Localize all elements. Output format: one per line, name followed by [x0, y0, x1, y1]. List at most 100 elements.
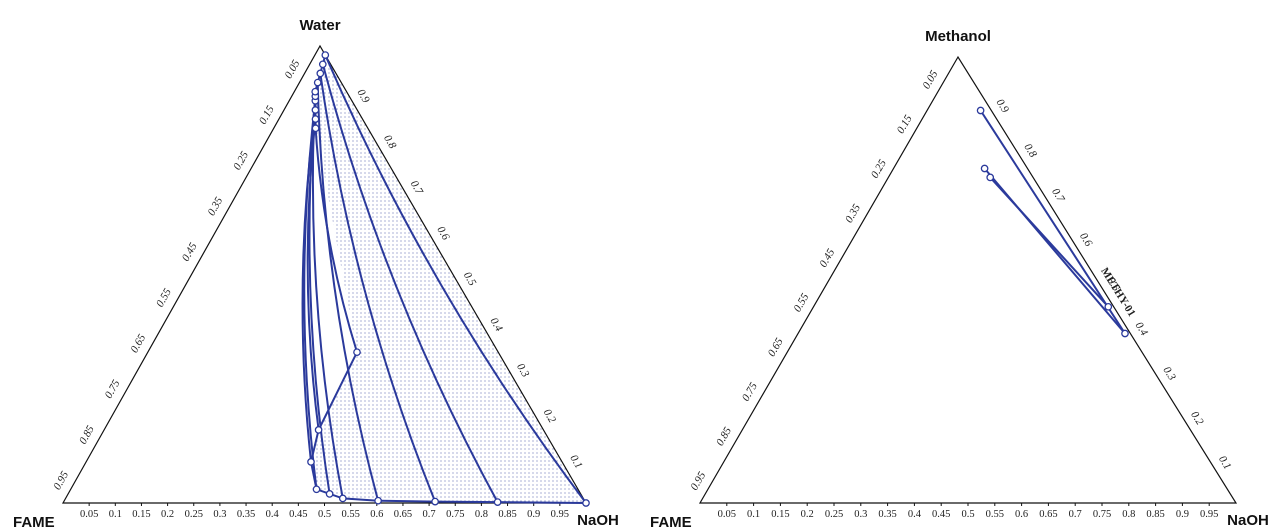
tie-line	[316, 82, 380, 501]
data-point	[321, 51, 330, 59]
data-point	[311, 87, 320, 96]
data-point	[1121, 329, 1129, 338]
left-tick-label: 0.05	[283, 58, 303, 81]
bottom-tick-label: 0.05	[80, 509, 98, 520]
data-point	[582, 499, 590, 507]
left-tick-label: 0.85	[714, 425, 734, 448]
data-point	[976, 106, 985, 115]
bottom-tick-label: 0.3	[213, 509, 226, 520]
bottom-tick-label: 0.3	[854, 509, 867, 520]
bottom-tick-label: 0.45	[289, 509, 307, 520]
right-tick-label: 0.9	[355, 87, 373, 105]
bottom-tick-label: 0.25	[825, 509, 843, 520]
vertex-label-top: Water	[299, 17, 340, 34]
two-phase-region	[311, 55, 586, 503]
right-tick-label: 0.9	[994, 97, 1012, 115]
left-tick-label: 0.45	[817, 246, 837, 269]
data-point	[318, 60, 327, 69]
bottom-tick-label: 0.7	[423, 509, 436, 520]
left-tick-label: 0.55	[791, 291, 811, 314]
tie-line	[303, 100, 318, 490]
bottom-tick-label: 0.95	[551, 509, 569, 520]
data-point	[493, 498, 502, 506]
bottom-tick-label: 0.1	[747, 509, 760, 520]
bottom-tick-label: 0.15	[132, 509, 150, 520]
left-tick-label: 0.75	[103, 378, 123, 401]
bottom-tick-label: 0.7	[1069, 509, 1082, 520]
left-tick-label: 0.15	[895, 113, 915, 136]
data-point	[980, 164, 989, 173]
left-tick-label: 0.65	[128, 332, 148, 355]
left-tick-label: 0.65	[766, 336, 786, 359]
bottom-tick-label: 0.4	[908, 509, 922, 520]
right-tick-label: 0.7	[408, 179, 426, 197]
bottom-tick-label: 0.2	[161, 509, 174, 520]
left-tick-label: 0.45	[180, 240, 200, 263]
right-tick-label: 0.8	[1021, 142, 1039, 160]
right-tick-label: 0.2	[541, 407, 559, 425]
right-tick-label: 0.4	[488, 316, 506, 334]
ternary-chart-methanol: 0.05 0.1 0.15 0.2 0.25 0.3 0.35 0.4 0.45 0.5 0.55 0…	[650, 28, 1269, 531]
data-point	[1104, 302, 1113, 311]
data-point	[311, 106, 320, 114]
bottom-tick-label: 0.95	[1200, 509, 1218, 520]
data-point	[325, 490, 334, 498]
bottom-tick-label: 0.4	[266, 509, 280, 520]
bottom-tick-label: 0.85	[1146, 509, 1164, 520]
bottom-tick-label: 0.1	[109, 509, 122, 520]
data-point	[311, 124, 320, 133]
bottom-tick-label: 0.8	[1122, 509, 1135, 520]
tie-line	[324, 54, 587, 504]
right-tick-label: 0.6	[434, 224, 452, 242]
data-point	[307, 458, 315, 466]
left-tick-label: 0.95	[51, 469, 71, 492]
bottom-tick-label: 0.35	[878, 509, 896, 520]
bottom-tick-label: 0.6	[370, 509, 383, 520]
left-tick-label: 0.35	[843, 202, 863, 225]
right-tick-label: 0.1	[567, 453, 584, 471]
triangle-frame	[698, 55, 1238, 504]
bottom-tick-label: 0.9	[527, 509, 540, 520]
bottom-tick-label: 0.55	[341, 509, 359, 520]
data-point	[316, 69, 325, 78]
left-tick-label: 0.85	[77, 423, 97, 446]
bottom-tick-label: 0.45	[932, 509, 950, 520]
bottom-tick-label: 0.6	[1015, 509, 1028, 520]
bottom-tick-label: 0.8	[475, 509, 488, 520]
vertex-label-left: FAME	[650, 514, 692, 531]
bottom-tick-label: 0.75	[1093, 509, 1111, 520]
bottom-tick-label: 0.35	[237, 509, 255, 520]
tie-line	[979, 109, 1126, 335]
bottom-tick-label: 0.2	[801, 509, 814, 520]
right-tick-label: 0.5	[461, 270, 479, 288]
left-tick-label: 0.05	[920, 68, 940, 91]
bottom-tick-label: 0.75	[446, 509, 464, 520]
tie-line	[311, 91, 344, 499]
vertex-label-right: NaOH	[1227, 512, 1269, 529]
vertex-label-top: Methanol	[925, 28, 991, 45]
data-point	[353, 348, 361, 357]
bottom-tick-label: 0.9	[1176, 509, 1189, 520]
bottom-tick-label: 0.05	[718, 509, 736, 520]
bottom-tick-label: 0.15	[771, 509, 789, 520]
left-tick-label: 0.35	[205, 195, 225, 218]
bottom-tick-label: 0.5	[318, 509, 331, 520]
right-tick-label: 0.6	[1077, 231, 1095, 249]
right-tick-label: 0.3	[514, 361, 532, 379]
left-tick-label: 0.15	[257, 103, 277, 126]
ternary-chart-water: 0.05 0.1 0.15 0.2 0.25 0.3 0.35 0.4 0.45 0.5 0.55 0…	[13, 17, 619, 531]
bottom-tick-label: 0.65	[394, 509, 412, 520]
tie-line	[319, 73, 437, 502]
right-tick-label: 0.4	[1133, 320, 1151, 338]
left-tick-label: 0.25	[231, 149, 251, 172]
tie-line	[989, 176, 1110, 308]
left-tick-label: 0.95	[688, 469, 708, 492]
data-point	[314, 426, 323, 434]
bottom-tick-label: 0.25	[185, 509, 203, 520]
data-point	[311, 115, 320, 123]
data-point	[374, 496, 382, 505]
bottom-tick-label: 0.65	[1039, 509, 1057, 520]
right-tick-label: 0.1	[1216, 454, 1233, 472]
left-tick-label: 0.25	[869, 157, 889, 180]
